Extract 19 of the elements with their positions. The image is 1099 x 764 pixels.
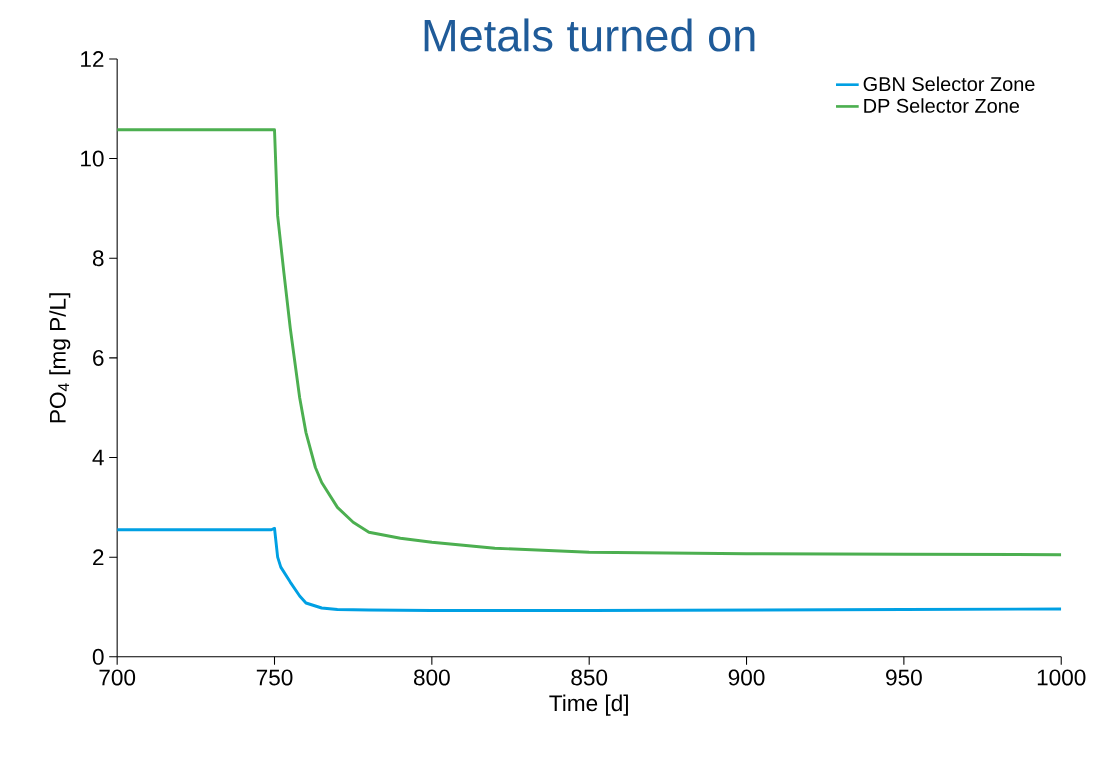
y-tick-label: 4 xyxy=(92,449,104,466)
y-tick-label: 10 xyxy=(81,150,104,167)
chart-title: Metals turned on xyxy=(424,18,755,52)
x-tick-label: 700 xyxy=(99,669,136,686)
y-tick-label: 2 xyxy=(93,549,104,566)
y-axis-title: PO$_{4}$ [mg P/L] xyxy=(49,293,71,423)
x-tick-label: 800 xyxy=(413,669,450,686)
x-tick-label: 850 xyxy=(571,669,608,686)
x-tick-label: 1000 xyxy=(1037,669,1086,686)
y-tick-label: 0 xyxy=(92,648,104,665)
x-axis-title: Time [d] xyxy=(549,694,628,716)
y-tick-label: 8 xyxy=(92,250,104,267)
x-tick-label: 950 xyxy=(886,669,922,686)
y-tick-label: 6 xyxy=(93,350,104,366)
x-tick-label: 900 xyxy=(728,669,765,686)
legend-label: GBN Selector Zone xyxy=(863,76,1035,92)
legend-label: DP Selector Zone xyxy=(864,98,1020,113)
y-tick-label: 12 xyxy=(81,51,104,67)
x-tick-label: 750 xyxy=(256,669,293,686)
